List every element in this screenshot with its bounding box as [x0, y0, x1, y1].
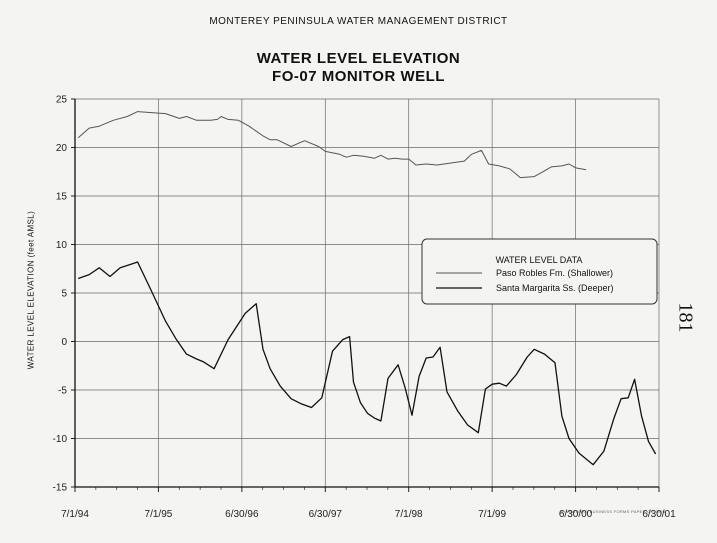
- x-tick-label: 6/30/01: [642, 509, 676, 520]
- y-tick-label: 0: [61, 337, 67, 348]
- x-tick-label: 6/30/96: [225, 509, 259, 520]
- legend: WATER LEVEL DATA Paso Robles Fm. (Shallow…: [421, 238, 658, 305]
- y-tick-label: 20: [56, 143, 68, 154]
- y-tick-label: -15: [53, 483, 68, 494]
- x-tick-label: 6/30/97: [309, 509, 343, 520]
- y-tick-label: 5: [61, 289, 67, 300]
- fine-print: WINEWORKS BUSINESS FORMS PAPER CO 1995: [560, 509, 666, 514]
- axis-ticks: 25 20 15 10 5 0 -5 -10 -15 7/1/94 7/1/95 6/30/96 6/3…: [53, 95, 677, 521]
- x-tick-label: 7/1/98: [395, 509, 423, 520]
- x-tick-label: 7/1/95: [145, 509, 173, 520]
- y-tick-label: 10: [56, 240, 68, 251]
- chart-title-line2: FO-07 MONITOR WELL: [272, 68, 445, 85]
- series-line-paso-robles: [77, 111, 587, 179]
- y-tick-label: -10: [53, 434, 68, 445]
- district-header: MONTEREY PENINSULA WATER MANAGEMENT DIST…: [209, 16, 508, 27]
- chart-title-line1: WATER LEVEL ELEVATION: [256, 50, 461, 67]
- series-line-santa-margarita: [77, 261, 657, 466]
- legend-title: WATER LEVEL DATA: [496, 255, 583, 265]
- series-layer: [77, 111, 657, 466]
- x-tick-label: 6/30/00: [559, 509, 593, 520]
- y-tick-label: -5: [58, 386, 67, 397]
- x-tick-label: 7/1/99: [478, 509, 506, 520]
- y-tick-label: 15: [56, 192, 68, 203]
- x-tick-label: 7/1/94: [61, 509, 89, 520]
- y-tick-label: 25: [56, 95, 68, 106]
- legend-entry: Santa Margarita Ss. (Deeper): [496, 283, 614, 293]
- legend-entry: Paso Robles Fm. (Shallower): [496, 268, 613, 278]
